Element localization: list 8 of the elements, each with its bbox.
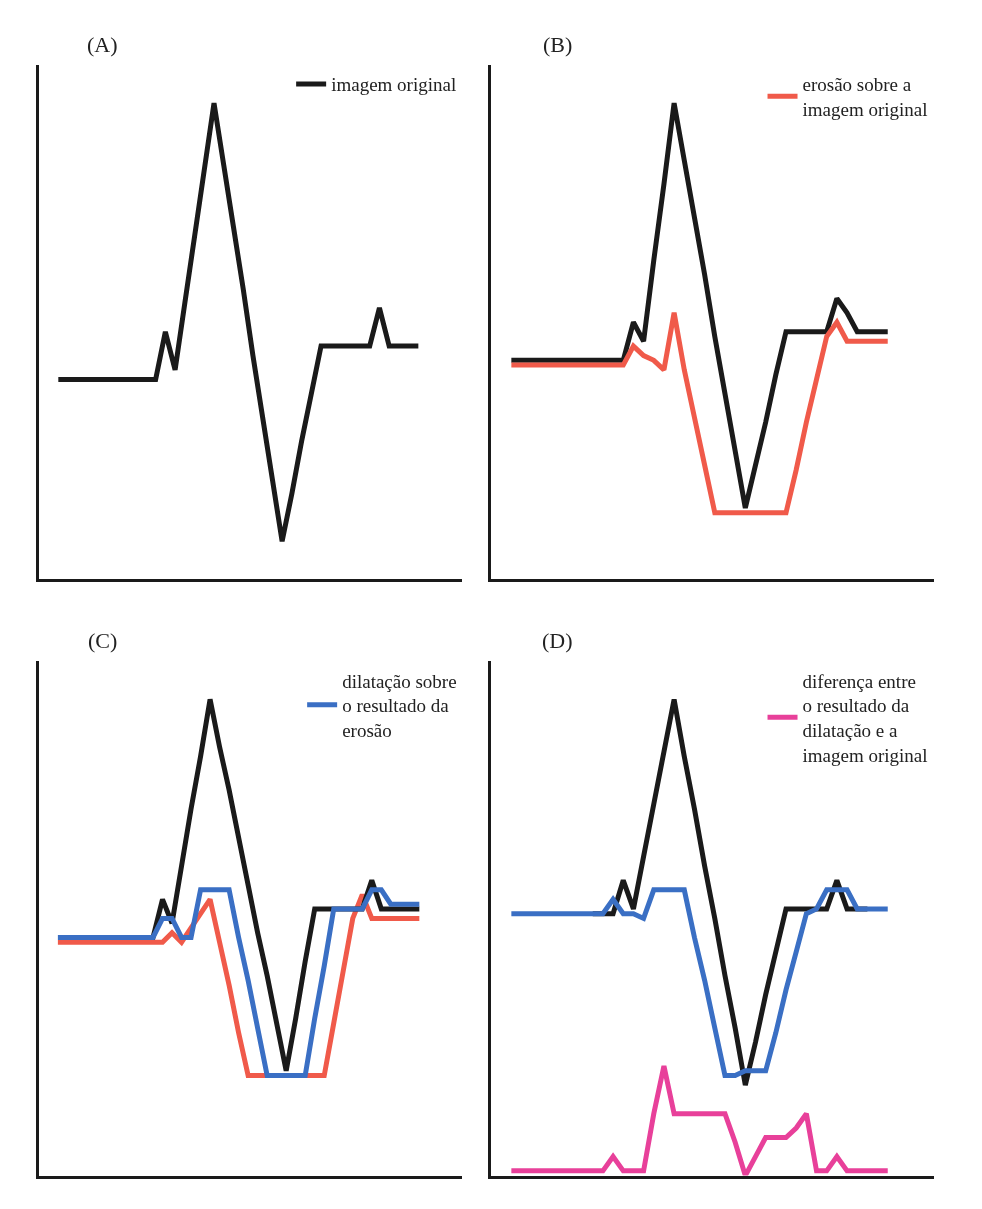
- chart-title: (A): [87, 32, 118, 57]
- legend-label: diferença entre o resultado da dilatação e a imagem original: [802, 670, 928, 766]
- chart-title: (D): [542, 628, 573, 653]
- chart-title: (B): [543, 32, 573, 57]
- legend-label: dilatação sobre o resultado da erosão: [342, 670, 457, 741]
- legend-label: imagem original: [331, 74, 457, 96]
- legend-label: erosão sobre a imagem original: [802, 74, 928, 121]
- chart-title: (C): [88, 628, 118, 653]
